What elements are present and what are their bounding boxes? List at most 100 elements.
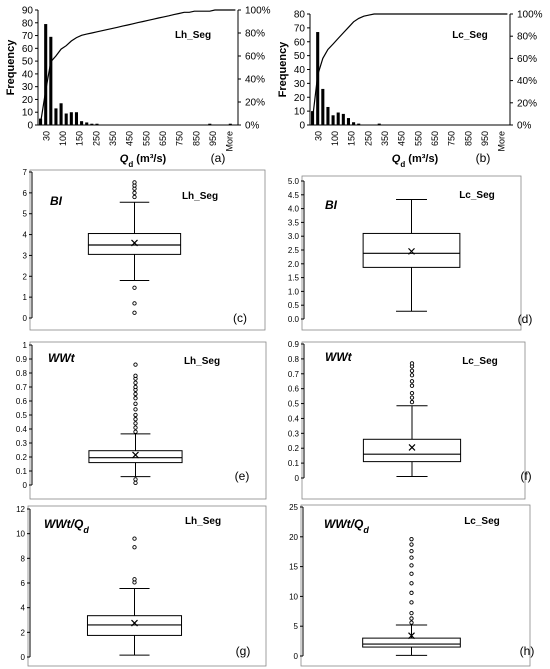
y-tick-label: 90 bbox=[22, 6, 34, 17]
outlier-point bbox=[409, 571, 414, 576]
outlier-point bbox=[133, 477, 138, 482]
x-tick-label: 850 bbox=[191, 131, 201, 146]
outlier-point bbox=[409, 537, 414, 542]
y-tick-label: 30 bbox=[22, 82, 34, 93]
y-tick-label: 2 bbox=[21, 628, 26, 637]
iqr-box bbox=[362, 637, 461, 648]
panel-label: (d) bbox=[518, 312, 533, 326]
y-tick-label: 0.3 bbox=[16, 439, 28, 448]
outlier-point bbox=[133, 396, 138, 401]
y-axis-label: Frequency bbox=[277, 41, 289, 98]
mean-marker bbox=[408, 444, 416, 451]
panel-label: (e) bbox=[235, 469, 250, 483]
outlier-point bbox=[133, 412, 138, 418]
y-tick-label: 15 bbox=[289, 563, 298, 572]
histogram-bar bbox=[59, 103, 63, 125]
x-axis-label: Qd (m³/s) bbox=[120, 153, 167, 169]
histogram-bar bbox=[44, 24, 48, 125]
y-tick-label: 6 bbox=[21, 579, 26, 588]
panel-series-name: Lc_Seg bbox=[459, 190, 495, 201]
outlier-point bbox=[409, 542, 414, 547]
histogram-bar bbox=[346, 118, 350, 125]
y-tick-label: 10 bbox=[289, 592, 298, 601]
outlier-point bbox=[132, 285, 137, 290]
y-tick-label: 40 bbox=[22, 69, 34, 80]
panel-label: (c) bbox=[233, 311, 247, 325]
y-tick-label: 1 bbox=[23, 293, 28, 302]
outlier-point bbox=[133, 429, 138, 434]
x-tick-label: 150 bbox=[347, 131, 357, 146]
x-tick-label: 950 bbox=[480, 131, 490, 146]
outlier-point bbox=[133, 480, 138, 486]
x-tick-label: 550 bbox=[141, 131, 151, 146]
y-tick-label: 5.0 bbox=[288, 177, 300, 186]
y-tick-label: 80 bbox=[22, 18, 34, 29]
panel-frame bbox=[301, 175, 522, 331]
iqr-box bbox=[86, 615, 183, 636]
y-tick-label: 0 bbox=[23, 481, 28, 490]
x-tick-label: More bbox=[497, 131, 507, 152]
x-tick-label: 350 bbox=[380, 131, 390, 146]
panel-variable-title: WWt bbox=[48, 351, 76, 365]
histogram-bar bbox=[336, 112, 340, 125]
y-tick-label: 0.2 bbox=[16, 453, 28, 462]
panel-label: (h) bbox=[520, 644, 535, 658]
outlier-point bbox=[409, 610, 414, 616]
outlier-point bbox=[133, 417, 138, 422]
cumulative-line bbox=[40, 9, 236, 123]
mean-marker bbox=[131, 239, 138, 247]
outlier-point bbox=[409, 616, 414, 621]
y-tick-label: 4 bbox=[23, 231, 28, 240]
x-tick-label: 350 bbox=[108, 131, 118, 146]
x-tick-label: 750 bbox=[175, 131, 185, 146]
panel-variable-title: BI bbox=[325, 198, 338, 212]
histogram-bar bbox=[95, 123, 99, 125]
outlier-point bbox=[133, 384, 138, 390]
panel-label: (g) bbox=[236, 644, 251, 658]
y-tick-label: 5 bbox=[294, 622, 299, 631]
histogram-bar bbox=[228, 123, 232, 125]
y2-tick-label: 100% bbox=[517, 10, 543, 21]
boxplot-panel-e: 0 0.1 0.2 0.3 0.4 0.5 0.6 0.7 0.8 0.9 1 WWt Lh_Seg (e… bbox=[16, 341, 267, 500]
y-tick-label: 3 bbox=[23, 251, 28, 260]
panel-frame bbox=[300, 504, 531, 667]
panel-label: (f) bbox=[520, 469, 531, 483]
outlier-point bbox=[133, 425, 138, 430]
y-tick-label: 6 bbox=[23, 189, 28, 198]
boxplot-panel-c: 0 1 2 3 4 5 6 7 BI Lh_Seg (c) bbox=[23, 168, 266, 331]
y2-tick-label: 80% bbox=[245, 29, 265, 40]
boxplot-panel-f: 0 0.1 0.2 0.3 0.4 0.5 0.6 0.7 0.8 0.9 WWt Lc_Seg (f) bbox=[288, 340, 532, 500]
histogram-bar bbox=[85, 122, 89, 125]
y-tick-label: 0.9 bbox=[16, 355, 28, 364]
x-tick-label: 100 bbox=[330, 131, 340, 146]
outlier-point bbox=[133, 373, 138, 378]
mean-marker bbox=[408, 247, 415, 255]
outlier-point bbox=[132, 301, 137, 306]
x-tick-label: 450 bbox=[397, 131, 407, 146]
histogram-bar bbox=[331, 115, 335, 125]
x-tick-label: 250 bbox=[363, 131, 373, 146]
y-tick-label: 50 bbox=[22, 57, 34, 68]
y-tick-label: 40 bbox=[294, 65, 306, 76]
outlier-point bbox=[409, 563, 414, 568]
y-tick-label: 25 bbox=[289, 503, 298, 512]
y-tick-label: 0 bbox=[21, 653, 26, 662]
y-tick-label: 50 bbox=[294, 51, 306, 62]
y-tick-label: 10 bbox=[22, 108, 34, 119]
outlier-point bbox=[133, 362, 138, 367]
y-tick-label: 20 bbox=[294, 93, 306, 104]
y-tick-label: 2.5 bbox=[288, 246, 300, 255]
y-tick-label: 0.0 bbox=[288, 315, 300, 324]
histogram-bar bbox=[341, 113, 345, 125]
y-tick-label: 0 bbox=[294, 652, 299, 661]
outlier-point bbox=[409, 373, 415, 378]
y-tick-label: 0.5 bbox=[288, 400, 300, 409]
y-tick-label: 0.3 bbox=[288, 429, 300, 438]
outlier-point bbox=[409, 390, 415, 396]
histogram-bar bbox=[54, 108, 58, 125]
x-tick-label: 650 bbox=[158, 131, 168, 146]
panel-variable-title: BI bbox=[50, 194, 63, 208]
y-tick-label: 4.0 bbox=[288, 205, 300, 214]
